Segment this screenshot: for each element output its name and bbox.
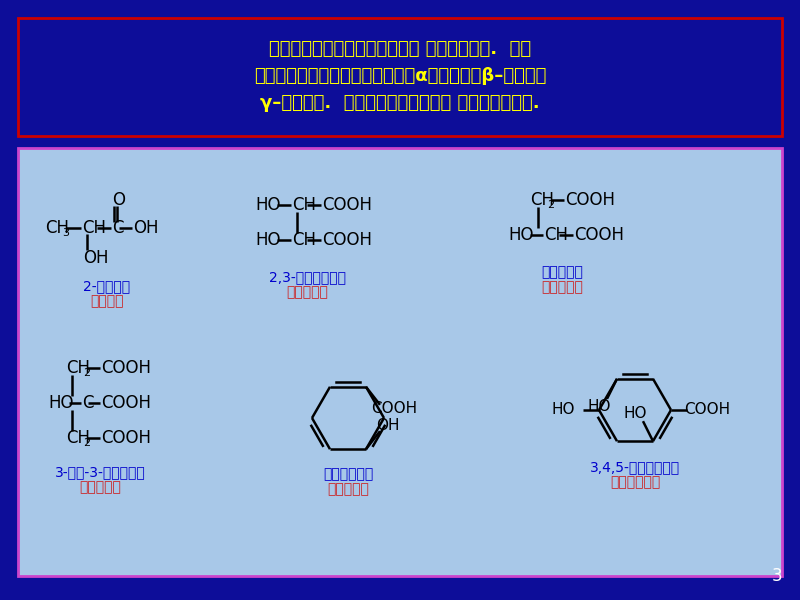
- Text: （乳酸）: （乳酸）: [90, 294, 124, 308]
- Text: COOH: COOH: [322, 196, 372, 214]
- Text: CH: CH: [82, 219, 106, 237]
- Text: 2: 2: [83, 438, 90, 448]
- Text: COOH: COOH: [565, 191, 615, 209]
- Text: COOH: COOH: [101, 359, 151, 377]
- Text: COOH: COOH: [371, 401, 417, 416]
- Text: 3: 3: [771, 567, 782, 585]
- Text: CH: CH: [66, 359, 90, 377]
- Text: （酒石酸）: （酒石酸）: [286, 285, 328, 299]
- Text: OH: OH: [376, 418, 400, 433]
- Text: 羟基酸的命名一般以俗名为主， 辅以系统命名.  醇酸: 羟基酸的命名一般以俗名为主， 辅以系统命名. 醇酸: [269, 40, 531, 58]
- Text: （柠檬酸）: （柠檬酸）: [79, 480, 121, 494]
- Text: HO: HO: [508, 226, 534, 244]
- Text: COOH: COOH: [101, 429, 151, 447]
- Bar: [18, 148, 782, 576]
- Text: CH: CH: [530, 191, 554, 209]
- Text: （没食子酸）: （没食子酸）: [610, 475, 660, 489]
- Text: CH: CH: [66, 429, 90, 447]
- Text: （苹果酸）: （苹果酸）: [541, 280, 583, 294]
- Text: 3,4,5-三羟基苯甲酸: 3,4,5-三羟基苯甲酸: [590, 460, 680, 474]
- Text: （水杨酸）: （水杨酸）: [327, 482, 369, 496]
- Text: CH: CH: [292, 231, 316, 249]
- Text: CH: CH: [292, 196, 316, 214]
- Text: COOH: COOH: [101, 394, 151, 412]
- Text: 2-羟基丙酸: 2-羟基丙酸: [83, 279, 130, 293]
- Text: 可根据羟基与罺基的相对位置分为α－羟基酸、β–羟基酸、: 可根据羟基与罺基的相对位置分为α－羟基酸、β–羟基酸、: [254, 67, 546, 85]
- Text: O: O: [112, 191, 125, 209]
- Bar: [18, 18, 782, 136]
- Text: 羟基丁二酸: 羟基丁二酸: [541, 265, 583, 279]
- Text: CH: CH: [544, 226, 568, 244]
- Text: HO: HO: [623, 406, 646, 421]
- Text: COOH: COOH: [684, 403, 730, 418]
- Text: 2,3-二羟基丁二酸: 2,3-二羟基丁二酸: [269, 270, 346, 284]
- Text: 3-羟基-3-罺基戊二酸: 3-羟基-3-罺基戊二酸: [54, 465, 146, 479]
- Text: COOH: COOH: [574, 226, 624, 244]
- Text: HO: HO: [587, 400, 610, 415]
- Text: C: C: [112, 219, 123, 237]
- Text: HO: HO: [48, 394, 74, 412]
- Text: C: C: [82, 394, 94, 412]
- Text: CH: CH: [45, 219, 69, 237]
- Text: γ–羟基酸等.  酚酸以芳香酸为母体， 羟基作为取代基.: γ–羟基酸等. 酚酸以芳香酸为母体， 羟基作为取代基.: [260, 94, 540, 112]
- Text: HO: HO: [255, 231, 281, 249]
- Text: 2: 2: [83, 368, 90, 378]
- Text: HO: HO: [551, 403, 574, 418]
- Text: 3: 3: [62, 228, 69, 238]
- Text: COOH: COOH: [322, 231, 372, 249]
- Text: 2: 2: [547, 200, 554, 210]
- Text: HO: HO: [255, 196, 281, 214]
- Text: 邻羟基苯甲酸: 邻羟基苯甲酸: [323, 467, 373, 481]
- Text: OH: OH: [133, 219, 158, 237]
- Text: OH: OH: [83, 249, 109, 267]
